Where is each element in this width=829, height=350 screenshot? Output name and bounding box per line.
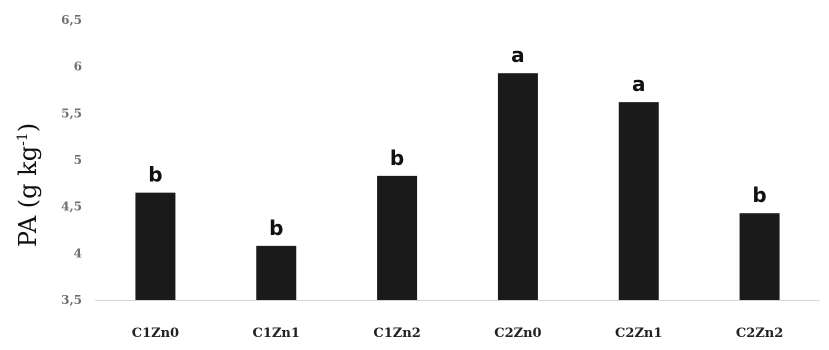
category-labels: C1Zn0 C1Zn1 C1Zn2 C2Zn0 C2Zn1 C2Zn2 [132, 326, 784, 341]
significance-letter: b [390, 146, 404, 170]
category-label: C2Zn2 [736, 326, 783, 341]
bar [618, 102, 659, 300]
y-tick-label: 3,5 [61, 293, 82, 307]
y-axis-label: PA (g kg-1) [14, 123, 42, 247]
bar [135, 192, 176, 300]
significance-letter: b [148, 163, 162, 187]
y-tick-label: 4 [74, 246, 82, 260]
category-label: C1Zn0 [132, 326, 179, 341]
y-tick-label: 6,5 [61, 13, 82, 27]
bar [497, 73, 538, 300]
significance-letter: b [752, 183, 766, 207]
significance-letters: b b b a a b [148, 43, 766, 240]
y-axis-label-text: PA (g kg [14, 146, 42, 247]
bars [135, 73, 780, 300]
y-tick-label: 5,5 [61, 106, 82, 120]
significance-letter: a [632, 72, 646, 96]
y-tick-label: 6 [74, 60, 82, 74]
category-label: C1Zn1 [253, 326, 300, 341]
bar [377, 175, 418, 300]
significance-letter: b [269, 216, 283, 240]
y-axis-ticks: 3,5 4 4,5 5 5,5 6 6,5 [61, 13, 82, 307]
y-axis-label-superscript: -1 [15, 132, 31, 146]
y-tick-label: 5 [74, 153, 82, 167]
bar [256, 245, 297, 300]
category-label: C2Zn1 [615, 326, 662, 341]
category-label: C2Zn0 [494, 326, 541, 341]
bar [739, 213, 780, 300]
significance-letter: a [511, 43, 525, 67]
y-tick-label: 4,5 [61, 200, 82, 214]
y-axis-label-close: ) [14, 123, 42, 132]
category-label: C1Zn2 [373, 326, 420, 341]
